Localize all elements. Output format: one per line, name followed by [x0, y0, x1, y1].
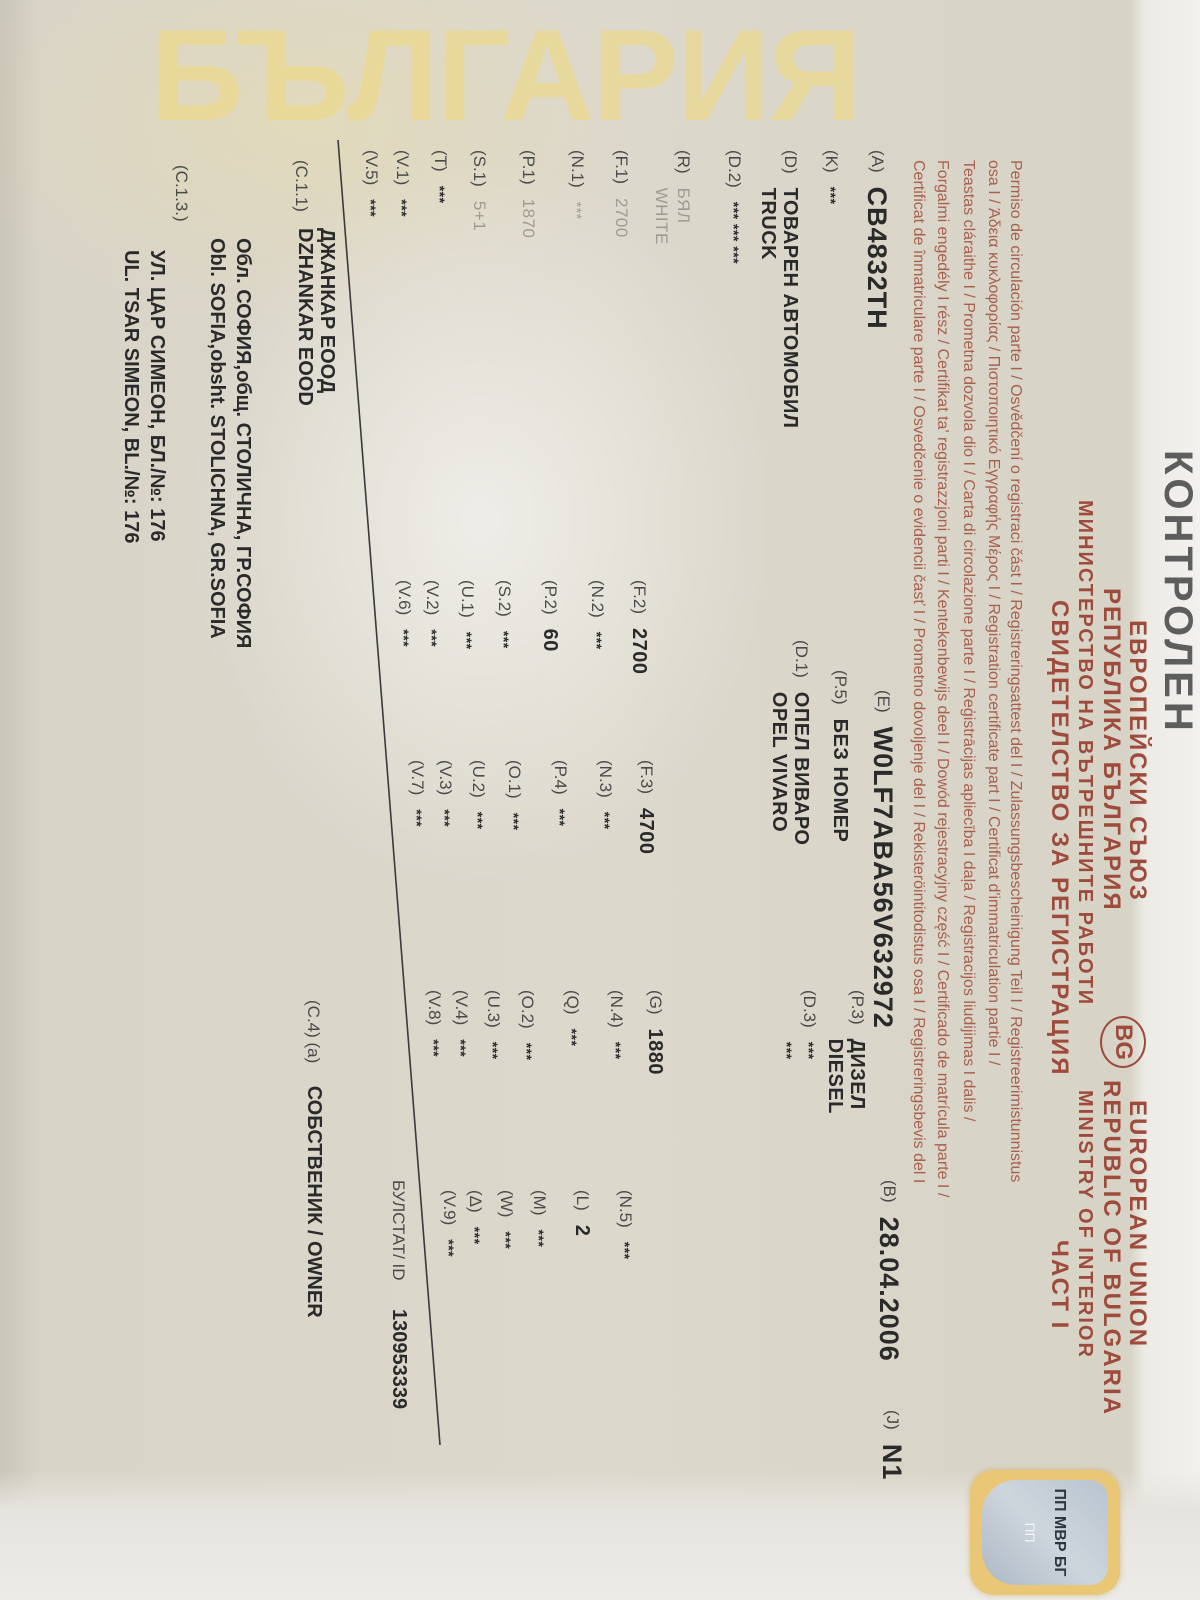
holder-label: (C.1.1) [290, 160, 312, 212]
address-label-text: (C.1.3.) [172, 165, 191, 222]
holder-role: (C.4) (a) СОБСТВЕНИК / OWNER [302, 1000, 325, 1318]
address-line-text: УЛ. ЦАР СИМЕОН, БЛ./№: 176 [146, 250, 168, 542]
address-label: (C.1.3.) [170, 165, 192, 222]
address-line-text: Обл. СОФИЯ,общ. СТОЛИЧНА, ГР.СОФИЯ [232, 238, 254, 649]
bulstat-value: 130953339 [388, 1308, 410, 1410]
address-line: UL. TSAR SIMEON, BL./№: 176 [120, 250, 142, 543]
holder-name-bg: ДЖАНКАР ЕООД [316, 228, 338, 394]
address-line-text: Obl. SOFIA,obsht. STOLICHNA, GR.SOFIA [206, 238, 228, 639]
bulstat-label: БУЛСТАТ/ ID [389, 1180, 408, 1281]
holder-label-text: (C.1.1) [292, 160, 311, 212]
address-line: УЛ. ЦАР СИМЕОН, БЛ./№: 176 [146, 250, 168, 542]
address-line: Обл. СОФИЯ,общ. СТОЛИЧНА, ГР.СОФИЯ [232, 238, 254, 648]
divider-line [337, 139, 441, 1446]
holder-role-value: СОБСТВЕНИК / OWNER [303, 1085, 325, 1318]
address-line-text: UL. TSAR SIMEON, BL./№: 176 [120, 250, 142, 544]
address-line: Obl. SOFIA,obsht. STOLICHNA, GR.SOFIA [206, 238, 228, 639]
bulstat-id: БУЛСТАТ/ ID 130953339 [387, 1180, 410, 1409]
watermark-bulgaria: БЪЛГАРИЯ [150, 2, 862, 148]
holder-role-label: (C.4) (a) [304, 1000, 323, 1064]
holder-name: ДЖАНКАР ЕООД DZHANKAR EOOD [294, 228, 338, 406]
holder-name-en: DZHANKAR EOOD [294, 228, 316, 406]
